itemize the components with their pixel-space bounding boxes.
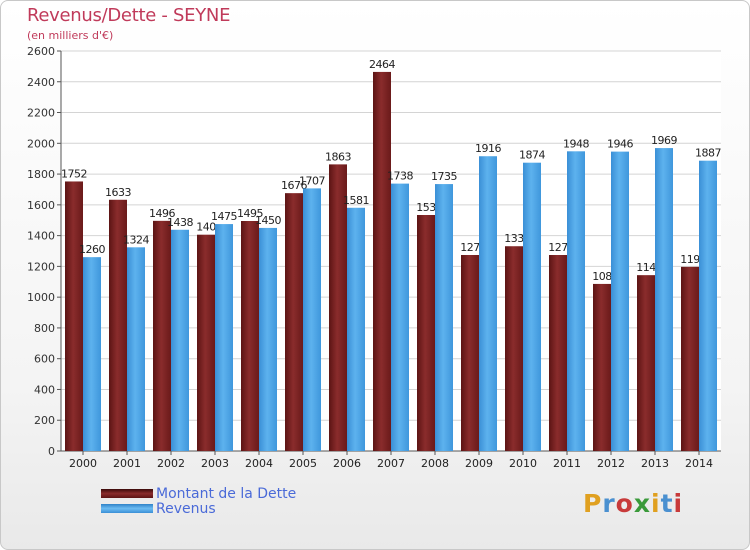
x-tick-label: 2006 xyxy=(333,457,361,470)
data-label-revenue: 1735 xyxy=(431,170,457,183)
x-tick-label: 2004 xyxy=(245,457,273,470)
y-tick-label: 1200 xyxy=(27,260,55,273)
x-tick-label: 2014 xyxy=(685,457,713,470)
data-label-debt: 108 xyxy=(592,270,612,283)
data-label-revenue: 1707 xyxy=(299,174,325,187)
y-tick-label: 1000 xyxy=(27,291,55,304)
x-tick-label: 2009 xyxy=(465,457,493,470)
data-label-debt: 153 xyxy=(416,201,436,214)
data-label-revenue: 1946 xyxy=(607,138,633,151)
bar-revenue xyxy=(523,162,541,451)
data-label-debt: 1495 xyxy=(237,207,263,220)
data-label-debt: 1863 xyxy=(325,150,351,163)
data-label-revenue: 1887 xyxy=(695,147,721,160)
bar-debt xyxy=(373,71,391,451)
bar-debt xyxy=(681,266,699,451)
bar-revenue xyxy=(699,160,717,451)
y-tick-label: 1800 xyxy=(27,168,55,181)
x-tick-label: 2003 xyxy=(201,457,229,470)
x-tick-label: 2010 xyxy=(509,457,537,470)
bar-revenue xyxy=(259,227,277,451)
data-label-revenue: 1260 xyxy=(79,243,105,256)
y-tick-label: 2400 xyxy=(27,76,55,89)
bar-debt xyxy=(285,193,303,451)
legend-label-debt: Montant de la Dette xyxy=(156,486,297,502)
chart-title: Revenus/Dette - SEYNE xyxy=(27,5,231,26)
bar-debt xyxy=(417,215,435,451)
bar-debt xyxy=(109,199,127,451)
y-tick-label: 2200 xyxy=(27,107,55,120)
y-tick-label: 600 xyxy=(34,353,55,366)
bar-debt xyxy=(593,283,611,451)
y-tick-label: 800 xyxy=(34,322,55,335)
data-label-debt: 133 xyxy=(504,232,524,245)
data-label-debt: 114 xyxy=(636,261,656,274)
x-tick-label: 2008 xyxy=(421,457,449,470)
bar-debt xyxy=(505,246,523,451)
bar-revenue xyxy=(391,183,409,451)
data-label-debt: 127 xyxy=(548,241,568,254)
data-label-revenue: 1874 xyxy=(519,149,545,162)
x-tick-label: 2001 xyxy=(113,457,141,470)
data-label-revenue: 1916 xyxy=(475,142,501,155)
data-label-debt: 1496 xyxy=(149,207,175,220)
bar-revenue xyxy=(303,188,321,451)
data-label-revenue: 1969 xyxy=(651,134,677,147)
bar-debt xyxy=(153,220,171,451)
y-tick-label: 400 xyxy=(34,383,55,396)
bar-revenue xyxy=(567,151,585,452)
bar-debt xyxy=(549,255,567,451)
bar-debt xyxy=(637,275,655,451)
bar-revenue xyxy=(611,151,629,451)
data-label-revenue: 1450 xyxy=(255,214,281,227)
x-tick-label: 2012 xyxy=(597,457,625,470)
bar-debt xyxy=(197,234,215,451)
x-tick-label: 2005 xyxy=(289,457,317,470)
data-label-revenue: 1948 xyxy=(563,137,589,150)
data-label-debt: 1752 xyxy=(61,167,87,180)
proxiti-logo: Proxiti xyxy=(583,489,684,518)
chart-subtitle: (en milliers d'€) xyxy=(27,29,114,42)
data-label-revenue: 1475 xyxy=(211,210,237,223)
data-label-revenue: 1324 xyxy=(123,233,149,246)
data-label-revenue: 1581 xyxy=(343,194,369,207)
bar-debt xyxy=(241,221,259,451)
y-tick-label: 1600 xyxy=(27,199,55,212)
data-label-revenue: 1738 xyxy=(387,170,413,183)
bar-revenue xyxy=(215,224,233,451)
bar-revenue xyxy=(435,184,453,452)
x-tick-label: 2011 xyxy=(553,457,581,470)
bar-revenue xyxy=(479,156,497,451)
data-label-debt: 119 xyxy=(680,253,700,266)
data-label-debt: 1633 xyxy=(105,186,131,199)
data-label-revenue: 1438 xyxy=(167,216,193,229)
data-label-debt: 2464 xyxy=(369,58,395,71)
legend-swatch-debt xyxy=(101,489,153,498)
bar-debt xyxy=(329,164,347,451)
data-label-debt: 127 xyxy=(460,241,480,254)
legend-swatch-revenue xyxy=(101,504,153,513)
bar-debt xyxy=(461,255,479,451)
bar-revenue xyxy=(83,257,101,451)
legend-label-revenue: Revenus xyxy=(156,501,216,517)
x-tick-label: 2013 xyxy=(641,457,669,470)
y-tick-label: 1400 xyxy=(27,230,55,243)
x-tick-label: 2000 xyxy=(69,457,97,470)
bar-revenue xyxy=(171,229,189,451)
bar-revenue xyxy=(655,148,673,452)
y-tick-label: 2600 xyxy=(27,45,55,58)
y-tick-label: 200 xyxy=(34,414,55,427)
bar-revenue xyxy=(347,207,365,451)
y-tick-label: 0 xyxy=(48,445,55,458)
data-label-debt: 140 xyxy=(196,221,216,234)
x-tick-label: 2002 xyxy=(157,457,185,470)
x-tick-label: 2007 xyxy=(377,457,405,470)
bar-debt xyxy=(65,181,83,451)
y-tick-label: 2000 xyxy=(27,137,55,150)
bar-revenue xyxy=(127,247,145,451)
data-label-debt: 1676 xyxy=(281,179,307,192)
